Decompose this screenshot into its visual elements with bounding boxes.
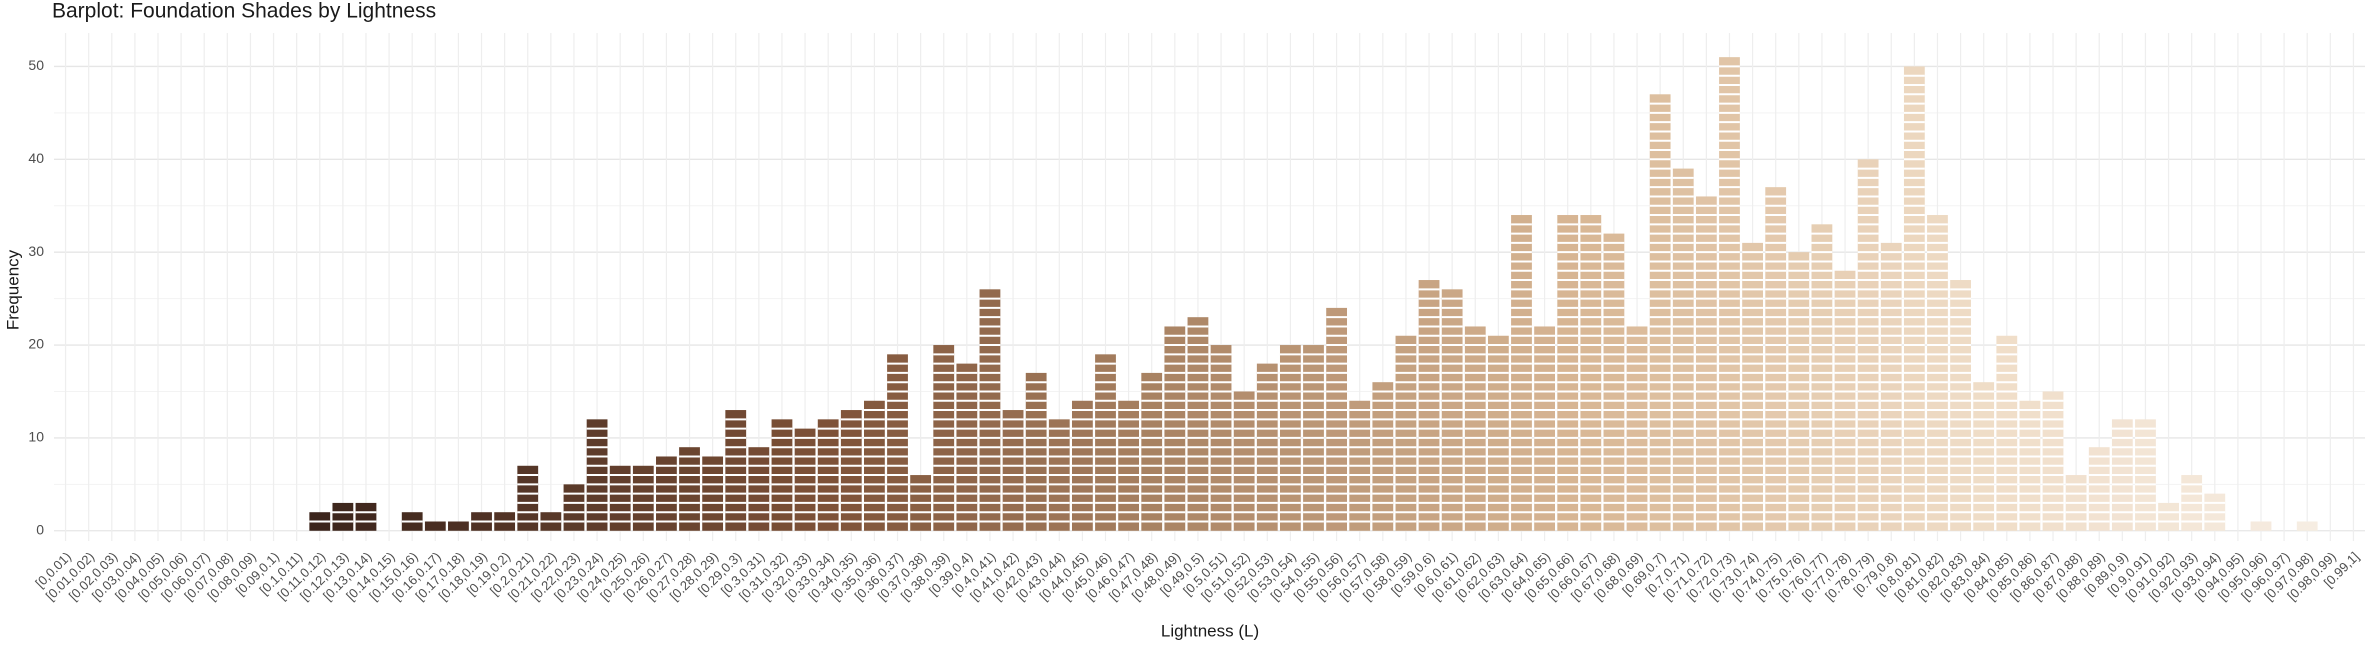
bar (1418, 280, 1440, 531)
bar (887, 354, 908, 531)
bar (1487, 335, 1509, 531)
y-tick-label: 10 (28, 429, 44, 445)
bar (840, 410, 862, 531)
bar (1025, 372, 1047, 531)
bar (563, 484, 585, 531)
chart-title: Barplot: Foundation Shades by Lightness (52, 0, 436, 23)
bar (517, 465, 539, 531)
bar (1002, 410, 1024, 531)
bar (2158, 502, 2179, 531)
bar (794, 428, 816, 531)
y-tick-label: 0 (36, 521, 44, 537)
bar (1742, 242, 1763, 531)
bar (1649, 94, 1671, 531)
bar (332, 502, 354, 531)
bar (424, 521, 446, 531)
y-axis-label: Frequency (3, 249, 22, 330)
bar (1095, 354, 1116, 531)
bar (2088, 447, 2110, 531)
bar (448, 521, 469, 531)
bar (355, 502, 377, 531)
bar (725, 410, 747, 531)
x-axis-label: Lightness (L) (1161, 621, 1259, 640)
bar (1141, 372, 1163, 531)
bar (609, 465, 631, 531)
bar (1950, 280, 1971, 531)
bar (679, 447, 700, 531)
bar (1672, 168, 1694, 531)
bar (2250, 521, 2272, 531)
bar (2296, 521, 2318, 531)
bar (632, 465, 654, 531)
bar (1880, 242, 1902, 531)
bar (1719, 57, 1740, 531)
bar (1233, 391, 1255, 531)
bar (1187, 317, 1209, 531)
bar (1395, 335, 1417, 531)
bar (748, 447, 770, 531)
y-tick-label: 40 (28, 150, 44, 166)
bar (1811, 224, 1833, 531)
bar (1996, 335, 2018, 531)
bar (1765, 187, 1787, 531)
y-tick-label: 30 (28, 243, 44, 259)
y-tick-label: 50 (28, 57, 44, 73)
bar (2042, 391, 2064, 531)
y-tick-label: 20 (28, 336, 44, 352)
